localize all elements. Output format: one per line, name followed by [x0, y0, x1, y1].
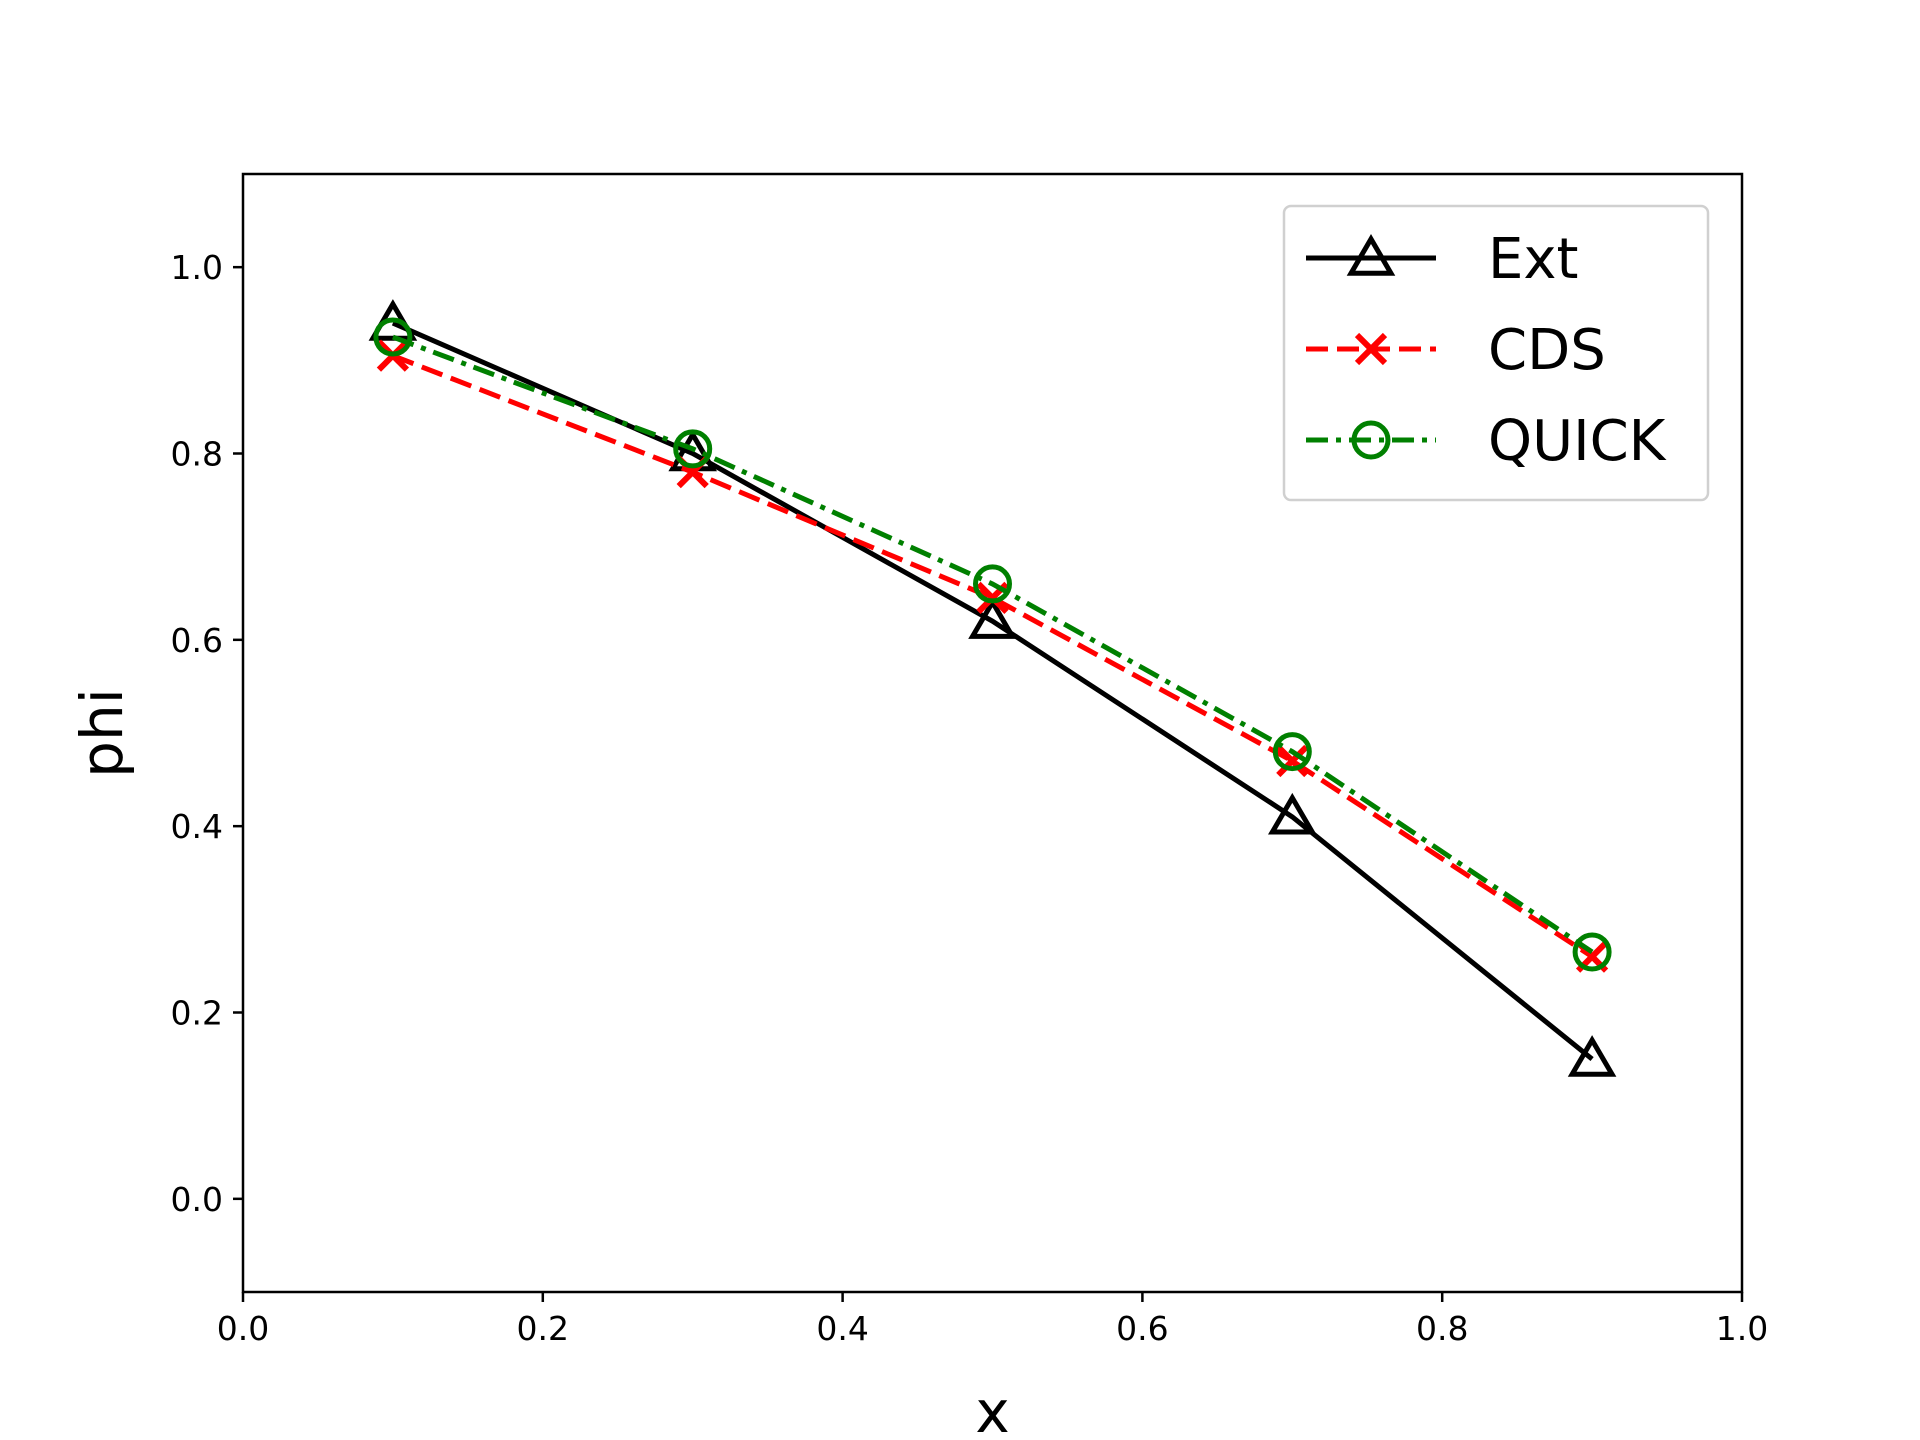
legend-box	[1282, 204, 1710, 502]
plot-frame	[241, 172, 1744, 1294]
legend-marker	[1354, 332, 1388, 366]
x-tick-label: 0.8	[1416, 1309, 1468, 1348]
y-tick-label: 0.0	[171, 1180, 223, 1219]
series-quick	[373, 317, 1612, 972]
x-tick-label: 0.4	[816, 1309, 868, 1348]
data-point-quick	[673, 429, 713, 469]
data-point-quick	[373, 317, 413, 357]
series-line-quick	[392, 334, 1594, 955]
plot-area	[368, 299, 1617, 1077]
legend-item-quick: QUICK	[1306, 409, 1667, 474]
x-tick-label: 1.0	[1716, 1309, 1768, 1348]
legend: Ext CDS QUICK	[1282, 204, 1710, 502]
y-axis-title: phi	[68, 688, 136, 778]
legend-item-ext: Ext	[1306, 227, 1578, 292]
y-tick-label: 0.4	[171, 807, 223, 846]
x-tick-label: 0.6	[1116, 1309, 1168, 1348]
y-tick-label: 0.6	[171, 621, 223, 660]
data-point-cds	[1276, 744, 1309, 778]
y-axis-ticks: 0.0 0.2 0.4 0.6 0.8 1.0	[171, 248, 243, 1219]
legend-label: QUICK	[1488, 409, 1667, 474]
data-point-ext	[968, 597, 1017, 639]
x-tick-label: 0.0	[217, 1309, 269, 1348]
axes	[241, 172, 1744, 1294]
data-point-quick	[1572, 932, 1612, 972]
legend-label: CDS	[1488, 318, 1606, 383]
data-point-ext	[1567, 1035, 1617, 1077]
x-axis-title: x	[975, 1378, 1009, 1440]
legend-marker	[1351, 420, 1391, 460]
y-tick-label: 1.0	[171, 248, 223, 287]
x-axis-ticks: 0.0 0.2 0.4 0.6 0.8 1.0	[217, 1292, 1768, 1348]
y-tick-label: 0.8	[171, 435, 223, 474]
legend-marker	[1346, 234, 1396, 276]
legend-label: Ext	[1488, 227, 1578, 292]
data-point-ext	[1267, 792, 1317, 835]
x-tick-label: 0.2	[517, 1309, 569, 1348]
y-tick-label: 0.2	[171, 994, 223, 1033]
data-point-quick	[1272, 732, 1312, 772]
legend-item-cds: CDS	[1306, 318, 1606, 383]
series-line-ext	[391, 320, 1594, 1062]
data-point-quick	[973, 564, 1012, 604]
